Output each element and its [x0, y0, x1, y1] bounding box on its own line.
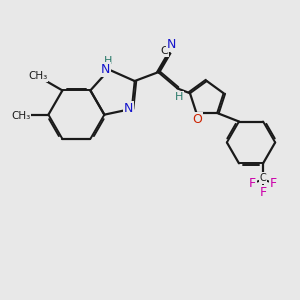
Text: O: O: [192, 113, 202, 126]
Text: C: C: [260, 173, 266, 183]
Text: F: F: [270, 177, 277, 190]
Text: C: C: [160, 46, 168, 56]
Text: F: F: [249, 177, 256, 190]
Text: CH₃: CH₃: [28, 71, 48, 81]
Text: F: F: [260, 186, 267, 199]
Text: H: H: [175, 92, 184, 102]
Text: N: N: [124, 102, 133, 116]
Text: N: N: [167, 38, 176, 51]
Text: H: H: [103, 56, 112, 66]
Text: N: N: [101, 63, 110, 76]
Text: CH₃: CH₃: [11, 111, 31, 121]
